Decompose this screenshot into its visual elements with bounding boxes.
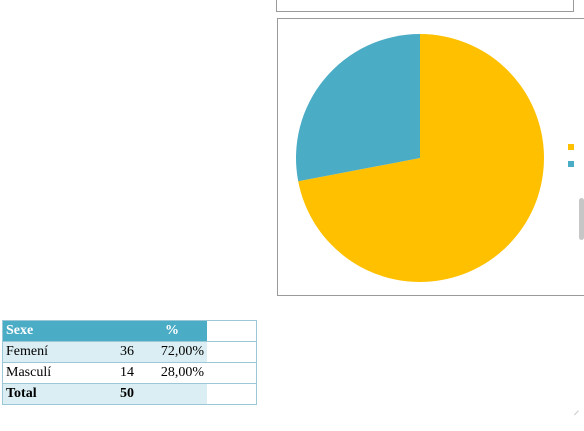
cell-category[interactable]: Masculí	[2, 362, 105, 384]
empty-cell[interactable]	[207, 383, 257, 405]
resize-corner-icon	[573, 410, 584, 420]
vertical-scrollbar-thumb[interactable]	[579, 198, 584, 240]
cell-total-label[interactable]: Total	[2, 383, 105, 405]
cell-percent[interactable]: 72,00%	[137, 341, 207, 363]
cell-count[interactable]: 14	[105, 362, 137, 384]
previous-chart-frame[interactable]	[276, 0, 574, 12]
empty-cell[interactable]	[207, 320, 257, 342]
sex-distribution-table: Sexe % Femení 36 72,00% Masculí 14 28,00…	[2, 320, 257, 405]
cell-count[interactable]: 36	[105, 341, 137, 363]
header-sexe[interactable]: Sexe	[2, 320, 105, 342]
pie-chart[interactable]	[277, 18, 584, 296]
pie-slice-masculí[interactable]	[296, 34, 420, 182]
table-header-row: Sexe %	[2, 320, 257, 342]
legend-swatch-masculí	[568, 161, 574, 167]
header-percent[interactable]: %	[137, 320, 207, 342]
table-total-row: Total 50	[2, 383, 257, 405]
table-row: Masculí 14 28,00%	[2, 362, 257, 384]
empty-cell[interactable]	[207, 362, 257, 384]
cell-total-count[interactable]: 50	[105, 383, 137, 405]
cell-category[interactable]: Femení	[2, 341, 105, 363]
pie-slice-femení[interactable]	[298, 34, 544, 282]
cell-total-percent[interactable]	[137, 383, 207, 405]
legend-swatch-femení	[568, 144, 574, 150]
cell-percent[interactable]: 28,00%	[137, 362, 207, 384]
header-count[interactable]	[105, 320, 137, 342]
pie-chart-canvas	[296, 34, 574, 282]
empty-cell[interactable]	[207, 341, 257, 363]
table-row: Femení 36 72,00%	[2, 341, 257, 363]
